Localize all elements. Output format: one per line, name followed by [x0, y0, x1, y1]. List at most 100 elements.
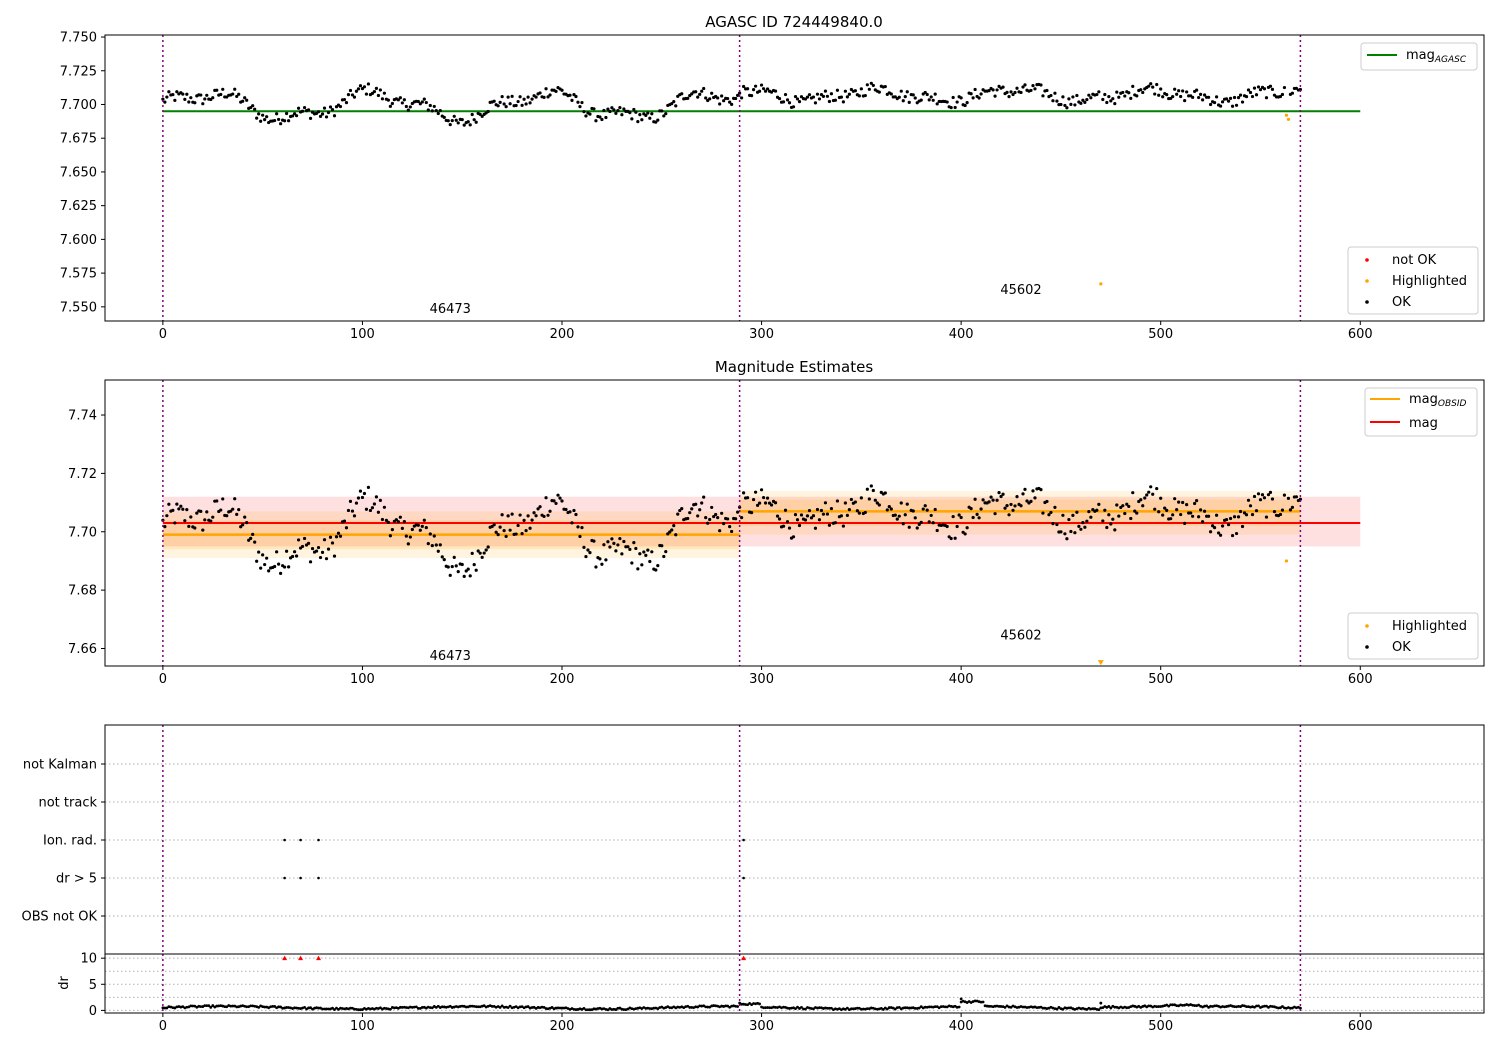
ok-point	[1109, 522, 1113, 526]
ok-point	[730, 102, 734, 106]
ok-point	[865, 487, 869, 491]
ok-point	[406, 542, 410, 546]
ok-point	[450, 564, 454, 569]
ok-point	[470, 551, 474, 556]
ok-point	[1079, 527, 1083, 531]
ok-point	[524, 529, 528, 533]
ok-point	[981, 498, 985, 502]
ok-point	[618, 536, 622, 541]
ok-point	[911, 93, 915, 97]
ok-point	[1290, 91, 1295, 95]
ok-point	[480, 114, 484, 118]
ok-point	[708, 517, 712, 522]
dr-point	[826, 1006, 829, 1010]
ok-point	[847, 92, 851, 96]
ok-point	[1059, 102, 1063, 107]
ok-point	[362, 85, 367, 89]
dr-point	[359, 1008, 362, 1012]
dr-point	[758, 1002, 761, 1006]
ok-point	[1256, 492, 1261, 496]
ok-point	[1250, 94, 1255, 99]
ok-point	[1264, 515, 1269, 519]
ok-point	[1135, 511, 1139, 515]
ok-point	[1111, 517, 1115, 521]
ok-point	[660, 109, 664, 113]
ok-point	[646, 111, 650, 115]
ok-point	[1083, 525, 1087, 529]
dr-point	[506, 1006, 510, 1009]
ok-point	[265, 115, 269, 119]
ok-point	[1199, 508, 1203, 512]
ok-point	[348, 88, 353, 93]
p1-ytick: 7.700	[60, 98, 97, 113]
ok-point	[680, 506, 684, 511]
p2-xtick-500: 500	[1148, 672, 1173, 687]
dr-point	[482, 1004, 486, 1008]
ok-point	[1011, 508, 1015, 512]
ok-point	[237, 508, 241, 512]
ok-point	[965, 100, 969, 105]
dr-point	[706, 1005, 710, 1009]
ok-point	[728, 525, 732, 529]
dr-point	[1107, 1005, 1111, 1008]
ok-point	[638, 113, 642, 117]
ok-point	[640, 563, 644, 567]
ok-point	[951, 514, 955, 519]
ok-point	[749, 511, 754, 515]
ok-point	[833, 98, 838, 102]
ok-point	[265, 556, 269, 560]
ok-point	[759, 488, 764, 492]
ok-point	[973, 497, 977, 501]
ok-point	[454, 564, 458, 568]
ok-point	[1005, 90, 1009, 95]
ok-point	[324, 557, 329, 561]
ok-point	[542, 95, 546, 99]
ok-point	[195, 511, 199, 515]
ok-point	[476, 549, 480, 553]
dr-point	[943, 1005, 947, 1009]
ok-point	[294, 114, 299, 118]
ok-point	[670, 528, 674, 532]
ok-point	[1246, 88, 1251, 92]
ok-point	[219, 92, 223, 97]
ok-point	[991, 498, 995, 502]
dr-point	[818, 1006, 821, 1010]
ok-point	[632, 107, 636, 112]
dr-point	[1213, 1004, 1216, 1008]
ok-point	[1081, 98, 1085, 102]
ok-point	[761, 495, 766, 500]
ok-point	[209, 519, 213, 523]
mag-obsid-band-outer	[739, 490, 1301, 535]
ok-point	[795, 518, 800, 522]
ok-point	[977, 516, 981, 520]
panel1-line-legend: magAGASC	[1360, 42, 1478, 71]
legend-mag-agasc-subscript: AGASC	[1434, 55, 1467, 65]
dr-point	[317, 1006, 320, 1010]
panel2-line-legend: magOBSID mag	[1364, 387, 1478, 437]
ok-point	[504, 534, 508, 539]
p1-ytick: 7.600	[60, 233, 97, 248]
ok-point	[211, 96, 215, 100]
dr-point	[849, 1007, 853, 1011]
ok-point	[408, 105, 412, 109]
ok-point	[306, 541, 311, 545]
ok-point	[734, 517, 738, 521]
ok-point	[472, 563, 476, 567]
ok-point	[448, 123, 452, 127]
dr-point	[428, 1006, 432, 1010]
ok-point	[538, 505, 542, 509]
ok-point	[308, 560, 313, 564]
ok-point	[253, 107, 257, 111]
ok-point	[1105, 100, 1109, 105]
dr-point	[414, 1005, 418, 1009]
ok-point	[905, 502, 909, 506]
p2-ytick: 7.68	[68, 584, 97, 599]
ok-point	[1208, 102, 1213, 107]
ok-point	[632, 541, 636, 545]
dr-point	[1091, 1007, 1095, 1011]
dr-point	[897, 1005, 901, 1009]
ok-point	[404, 104, 408, 109]
ok-point	[923, 90, 927, 95]
dr-point	[614, 1008, 618, 1011]
ok-point	[1232, 515, 1237, 519]
